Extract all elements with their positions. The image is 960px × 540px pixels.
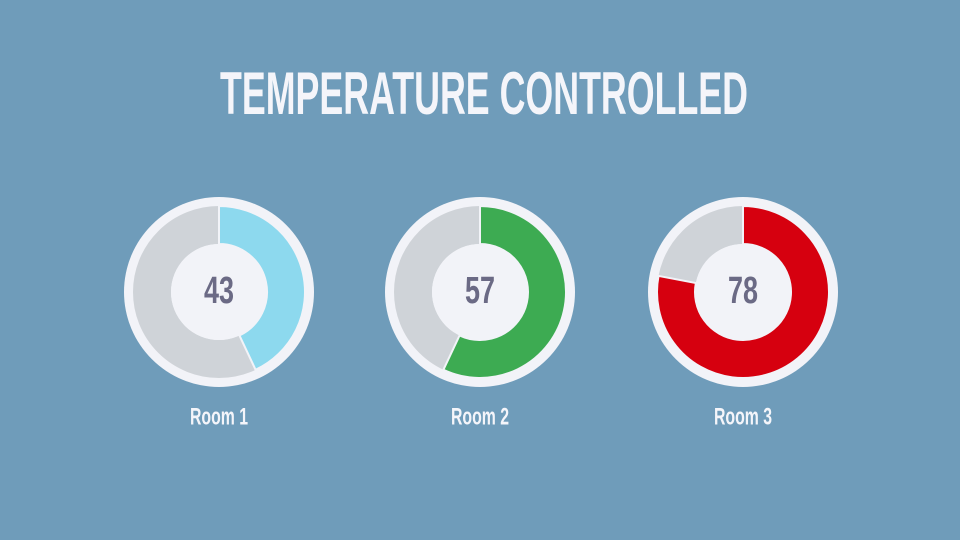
category-label: Room 2 bbox=[451, 403, 509, 430]
value-label: 43 bbox=[204, 270, 234, 312]
gauge-hole bbox=[432, 244, 528, 340]
value-label: 78 bbox=[728, 270, 758, 312]
gauge-arc bbox=[218, 204, 306, 372]
gauge-hole bbox=[695, 244, 791, 340]
chart-title: TEMPERATURE CONTROLLED bbox=[220, 60, 748, 127]
category-label: Room 1 bbox=[190, 403, 248, 430]
category-label: Room 3 bbox=[714, 403, 772, 430]
gauge-hole bbox=[171, 244, 267, 340]
value-label: 57 bbox=[465, 270, 495, 312]
